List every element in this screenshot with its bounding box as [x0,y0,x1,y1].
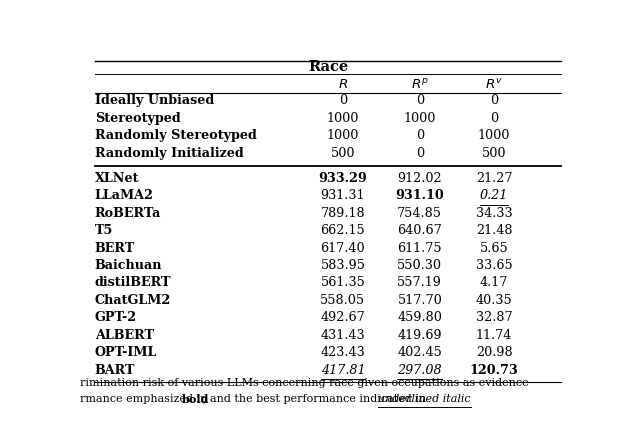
Text: Randomly Initialized: Randomly Initialized [95,146,244,160]
Text: BART: BART [95,364,136,377]
Text: 933.29: 933.29 [319,172,367,185]
Text: RoBERTa: RoBERTa [95,207,161,220]
Text: Ideally Unbiased: Ideally Unbiased [95,94,214,107]
Text: 517.70: 517.70 [397,294,442,307]
Text: 0: 0 [339,94,347,107]
Text: bold: bold [181,394,209,405]
Text: T5: T5 [95,224,113,237]
Text: LLaMA2: LLaMA2 [95,189,154,202]
Text: Randomly Stereotyped: Randomly Stereotyped [95,129,257,142]
Text: 120.73: 120.73 [470,364,518,377]
Text: 611.75: 611.75 [397,242,442,255]
Text: ALBERT: ALBERT [95,329,154,342]
Text: 1000: 1000 [404,112,436,125]
Text: 0: 0 [490,94,498,107]
Text: 500: 500 [482,146,506,160]
Text: GPT-2: GPT-2 [95,311,137,324]
Text: 662.15: 662.15 [321,224,365,237]
Text: 0: 0 [416,94,424,107]
Text: 419.69: 419.69 [397,329,442,342]
Text: 417.81: 417.81 [321,364,365,377]
Text: $R^p$: $R^p$ [411,78,429,92]
Text: 550.30: 550.30 [397,259,442,272]
Text: 21.48: 21.48 [476,224,513,237]
Text: 423.43: 423.43 [321,346,365,359]
Text: BERT: BERT [95,242,135,255]
Text: 557.19: 557.19 [397,276,442,290]
Text: 11.74: 11.74 [476,329,513,342]
Text: 5.65: 5.65 [480,242,509,255]
Text: 789.18: 789.18 [321,207,365,220]
Text: rmance emphasized in: rmance emphasized in [80,394,211,404]
Text: 931.31: 931.31 [321,189,365,202]
Text: 40.35: 40.35 [476,294,513,307]
Text: 617.40: 617.40 [321,242,365,255]
Text: 0: 0 [490,112,498,125]
Text: 459.80: 459.80 [397,311,442,324]
Text: 297.08: 297.08 [397,364,442,377]
Text: 754.85: 754.85 [397,207,442,220]
Text: 34.33: 34.33 [476,207,513,220]
Text: 0.21: 0.21 [480,189,508,202]
Text: 931.10: 931.10 [396,189,444,202]
Text: distilBERT: distilBERT [95,276,172,290]
Text: 583.95: 583.95 [321,259,365,272]
Text: 492.67: 492.67 [321,311,365,324]
Text: 32.87: 32.87 [476,311,513,324]
Text: 640.67: 640.67 [397,224,442,237]
Text: 431.43: 431.43 [321,329,365,342]
Text: Stereotyped: Stereotyped [95,112,180,125]
Text: 0: 0 [416,129,424,142]
Text: XLNet: XLNet [95,172,140,185]
Text: rimination risk of various LLMs concerning race given occupations as evidence: rimination risk of various LLMs concerni… [80,378,529,388]
Text: 500: 500 [331,146,355,160]
Text: underlined italic: underlined italic [378,394,471,404]
Text: ChatGLM2: ChatGLM2 [95,294,171,307]
Text: 1000: 1000 [478,129,510,142]
Text: 21.27: 21.27 [476,172,513,185]
Text: 4.17: 4.17 [480,276,508,290]
Text: 912.02: 912.02 [397,172,442,185]
Text: OPT-IML: OPT-IML [95,346,157,359]
Text: 558.05: 558.05 [320,294,365,307]
Text: 0: 0 [416,146,424,160]
Text: 561.35: 561.35 [321,276,365,290]
Text: $R^v$: $R^v$ [485,78,503,92]
Text: Baichuan: Baichuan [95,259,163,272]
Text: 33.65: 33.65 [476,259,513,272]
Text: 1000: 1000 [326,112,359,125]
Text: $R$: $R$ [338,78,348,91]
Text: Race: Race [308,61,348,75]
Text: 402.45: 402.45 [397,346,442,359]
Text: , and the best performance indicated in: , and the best performance indicated in [203,394,429,404]
Text: 20.98: 20.98 [476,346,513,359]
Text: 1000: 1000 [326,129,359,142]
